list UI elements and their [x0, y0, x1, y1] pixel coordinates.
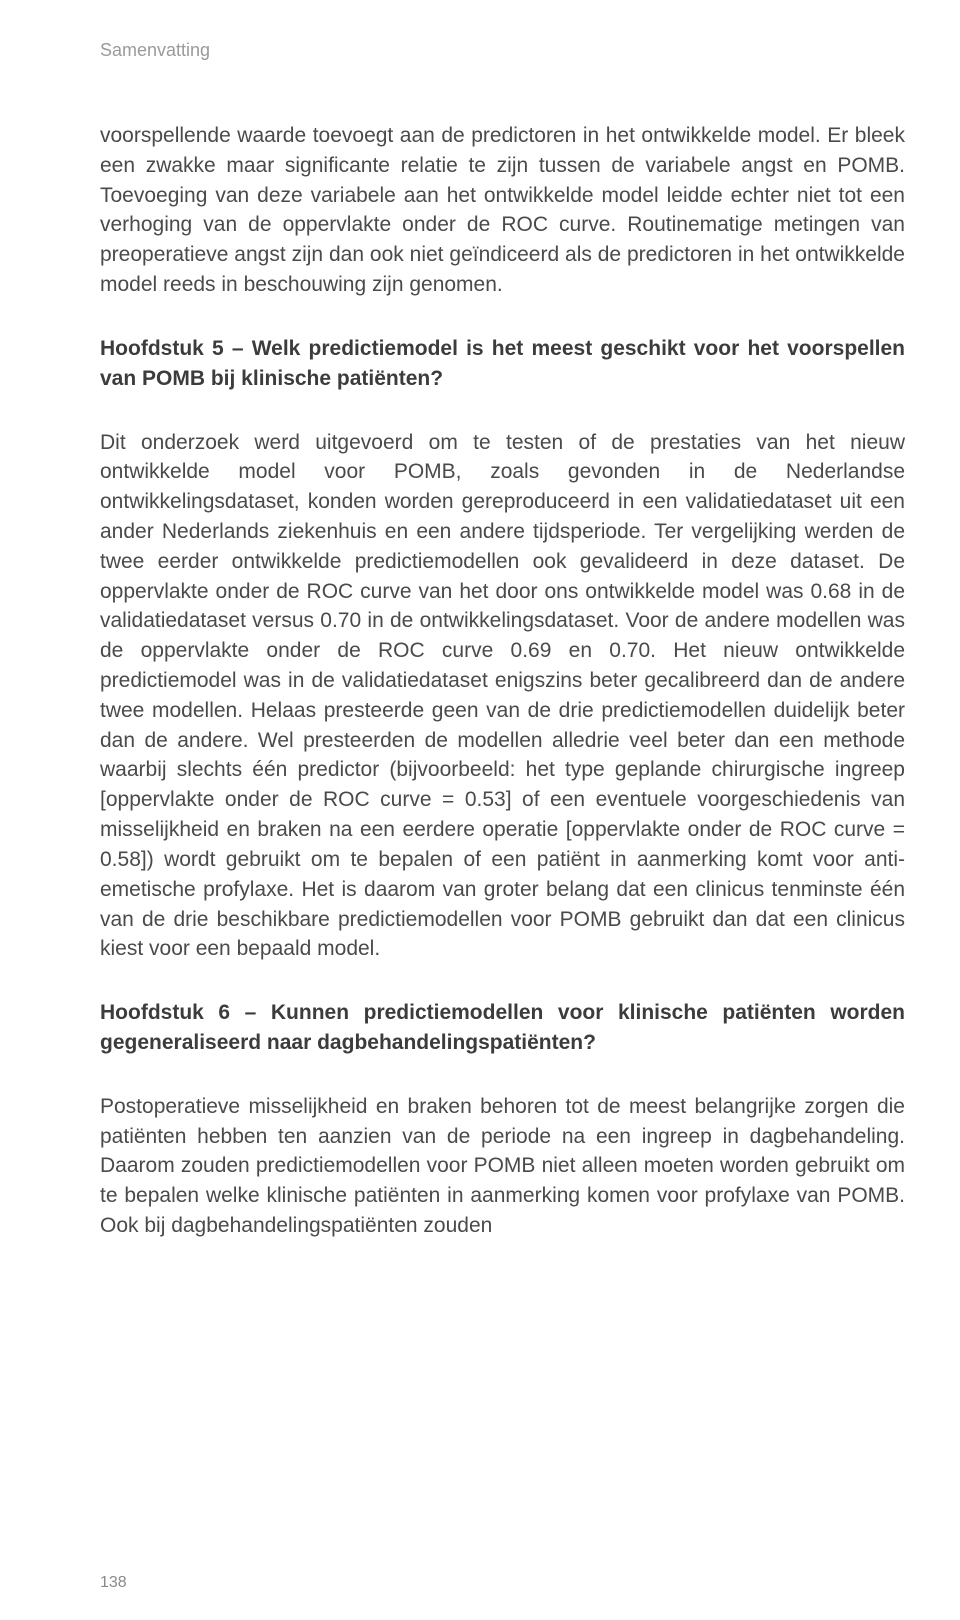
paragraph-chapter-5: Dit onderzoek werd uitgevoerd om te test… — [100, 428, 905, 965]
page: Samenvatting voorspellende waarde toevoe… — [0, 0, 960, 1620]
heading-chapter-5: Hoofdstuk 5 – Welk predictiemodel is het… — [100, 334, 905, 394]
paragraph-chapter-6: Postoperatieve misselijkheid en braken b… — [100, 1092, 905, 1241]
heading-chapter-6: Hoofdstuk 6 – Kunnen predictiemodellen v… — [100, 998, 905, 1058]
page-number: 138 — [100, 1574, 127, 1592]
paragraph-continuation: voorspellende waarde toevoegt aan de pre… — [100, 121, 905, 300]
running-head: Samenvatting — [100, 40, 905, 61]
